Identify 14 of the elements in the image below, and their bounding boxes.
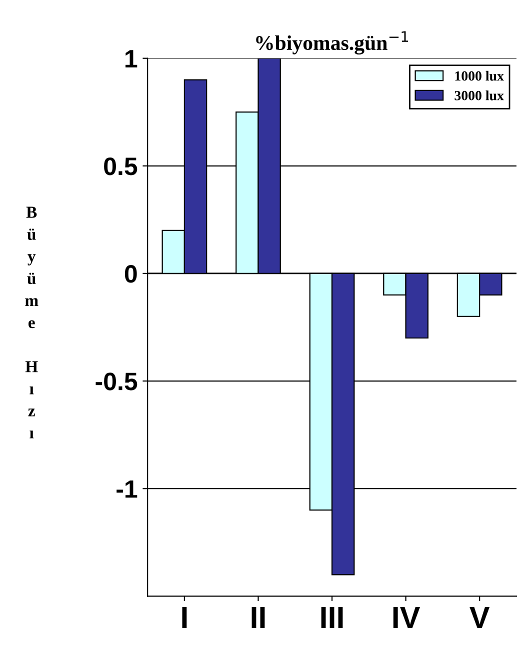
y-tick-label: -1 [116, 480, 138, 498]
x-tick-label: II [252, 607, 265, 628]
y-tick-label: 0 [124, 265, 137, 283]
y-tick-label: -0.5 [96, 372, 138, 390]
legend-label: 3000 lux [454, 90, 504, 100]
text: Büyüme Hızı [25, 206, 38, 438]
y-tick-label: 1 [126, 50, 138, 68]
x-tick-label: I [182, 607, 187, 628]
x-tick-label: III [321, 607, 343, 628]
y-tick-label: 0.5 [104, 157, 138, 176]
legend-label: 1000 lux [455, 70, 504, 81]
x-tick-label: V [470, 607, 490, 628]
chart-title: %biyomas.gün$^{−1}$ [256, 31, 408, 54]
x-tick-label: IV [393, 607, 420, 628]
